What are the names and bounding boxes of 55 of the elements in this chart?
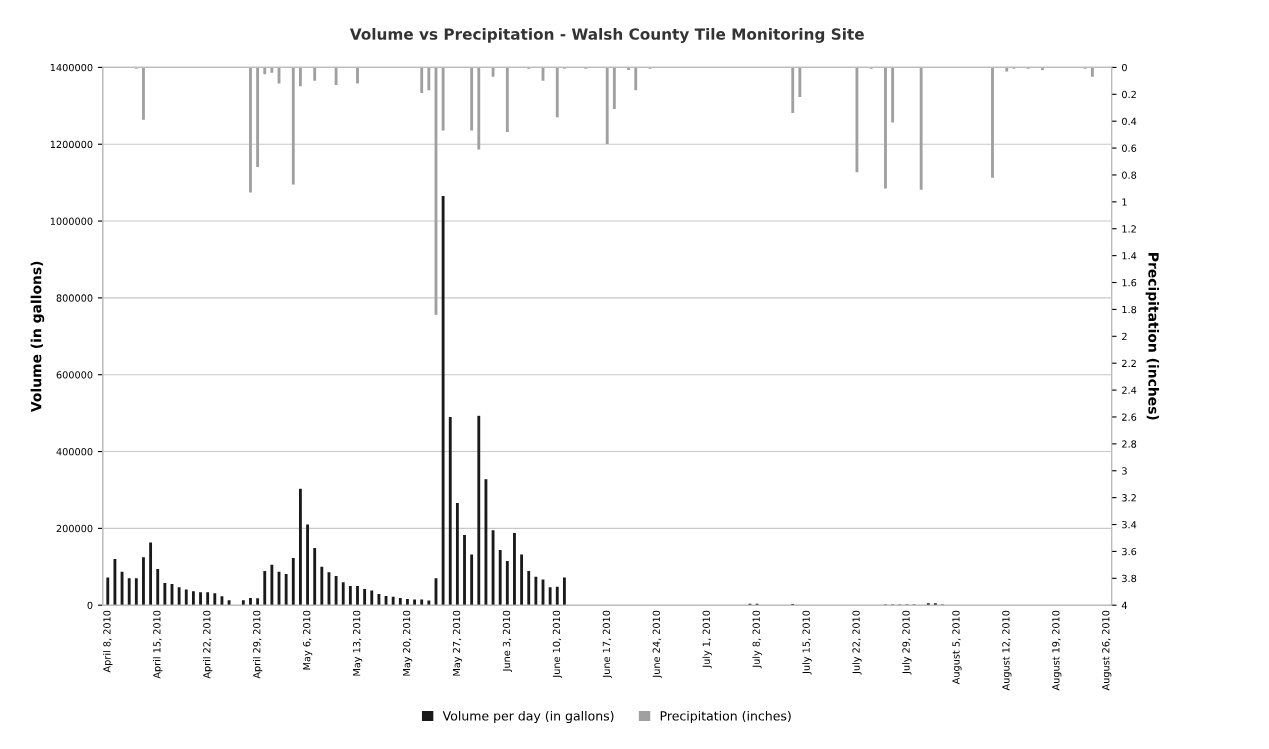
y2-tick-label: 0.8 [1122,171,1137,179]
x-tick-label: May 20, 2010 [402,610,413,676]
y-tick-label: 1000000 [50,217,93,225]
x-tick-label: July 22, 2010 [852,610,862,675]
x-tick-label: July 1, 2010 [702,610,712,669]
x-tick-label: June 17, 2010 [602,610,612,679]
x-tick-label: June 24, 2010 [652,610,662,679]
y2-tick-label: 2.8 [1122,440,1137,448]
x-tick-label: August 5, 2010 [952,610,962,685]
x-tick-label: May 13, 2010 [352,610,363,676]
y-tick-label: 400000 [56,448,93,456]
x-tick-label: July 8, 2010 [752,610,762,669]
x-tick-label: May 6, 2010 [303,610,313,670]
y2-tick-label: 2 [1122,332,1127,340]
y2-axis-title: Precipitation (inches) [1145,253,1160,420]
y2-tick-label: 3 [1122,467,1127,475]
y2-tick-label: 1 [1122,198,1127,206]
y2-tick-label: 2.6 [1122,413,1137,421]
y2-tick-label: 1.4 [1122,252,1137,260]
y-tick-label: 600000 [56,371,93,379]
x-tick-label: April 22, 2010 [202,610,213,679]
y2-tick-label: 2.4 [1122,386,1137,394]
x-tick-label: April 8, 2010 [103,610,113,673]
y2-tick-label: 0.6 [1122,144,1137,152]
chart-title: Volume vs Precipitation - Walsh County Tile Monitoring Site [349,28,864,43]
y2-tick-label: 1.6 [1122,279,1137,287]
y2-tick-label: 1.2 [1122,225,1136,233]
y-tick-label: 0 [87,601,93,610]
y2-tick-label: 4 [1121,601,1128,609]
y2-tick-label: 3.4 [1122,521,1137,529]
y2-tick-label: 0.4 [1122,117,1137,126]
x-tick-label: July 15, 2010 [802,610,812,675]
y2-tick-label: 0.2 [1122,90,1136,99]
y-tick-label: 200000 [56,524,93,533]
x-tick-label: April 29, 2010 [252,610,263,679]
x-tick-label: May 27, 2010 [452,610,463,676]
x-tick-label: July 29, 2010 [902,610,912,675]
y2-tick-label: 3.6 [1122,547,1137,556]
y2-tick-label: 2.2 [1122,359,1136,367]
y2-tick-label: 3.8 [1122,574,1137,583]
y-tick-label: 1200000 [50,140,93,149]
x-tick-label: August 12, 2010 [1002,610,1012,691]
x-tick-label: June 10, 2010 [552,610,562,679]
y2-tick-label: 0 [1122,63,1127,72]
y-tick-label: 800000 [56,294,93,302]
x-tick-label: August 19, 2010 [1052,610,1062,691]
x-tick-label: June 3, 2010 [502,610,512,672]
y2-tick-label: 3.2 [1122,494,1136,502]
x-tick-label: April 15, 2010 [153,610,163,679]
y2-tick-label: 1.8 [1122,305,1137,314]
legend-label: Precipitation (inches) [660,710,791,724]
y-axis-title: Volume (in gallons) [30,261,45,413]
legend-label: Volume per day (in gallons) [442,710,614,724]
y-tick-label: 1400000 [50,63,93,72]
x-tick-label: August 26, 2010 [1102,610,1112,691]
